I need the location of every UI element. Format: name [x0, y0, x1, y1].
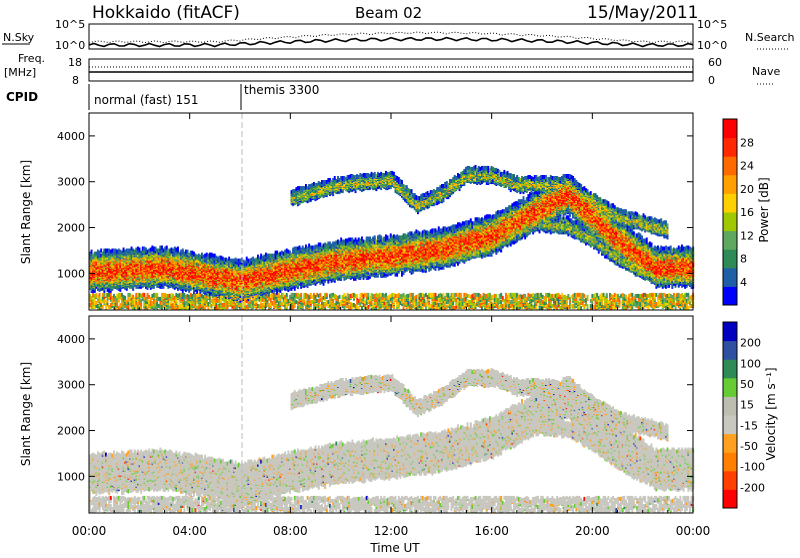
freq-panel — [89, 59, 693, 81]
nsky-label: N.Sky — [3, 31, 35, 44]
heatmap-cell — [124, 296, 126, 300]
radar-plot-svg: Hokkaido (fitACF) Beam 02 15/May/2011 N.… — [0, 0, 800, 554]
cpid-label: CPID — [6, 90, 38, 104]
nsearch-tick-top: 10^5 — [697, 18, 727, 31]
freq-unit-label: [MHz] — [4, 66, 36, 79]
heatmap-cell — [177, 247, 179, 251]
cpid-segment-2: themis 3300 — [244, 83, 319, 97]
nave-tick-top: 60 — [708, 56, 722, 69]
heatmap-cell — [143, 293, 145, 297]
freq-tick-bottom: 8 — [72, 74, 79, 87]
radar-summary-plot: Hokkaido (fitACF) Beam 02 15/May/2011 N.… — [0, 0, 800, 554]
nsearch-tick-bottom: 10^0 — [697, 39, 727, 52]
heatmap-cell — [99, 293, 101, 297]
heatmap-cell — [91, 250, 93, 254]
freq-label: Freq. — [18, 52, 45, 65]
beam-title: Beam 02 — [355, 4, 422, 22]
station-title: Hokkaido (fitACF) — [92, 3, 240, 23]
nave-tick-bottom: 0 — [708, 74, 715, 87]
nsky-tick-bottom: 10^0 — [55, 39, 85, 52]
nsearch-label: N.Search — [745, 31, 795, 44]
freq-tick-top: 18 — [68, 56, 82, 69]
heatmap-cell — [156, 293, 158, 297]
cpid-segment-1: normal (fast) 151 — [94, 93, 198, 107]
nave-label: Nave — [752, 65, 780, 78]
nsky-tick-top: 10^5 — [55, 18, 85, 31]
date-title: 15/May/2011 — [587, 3, 699, 23]
